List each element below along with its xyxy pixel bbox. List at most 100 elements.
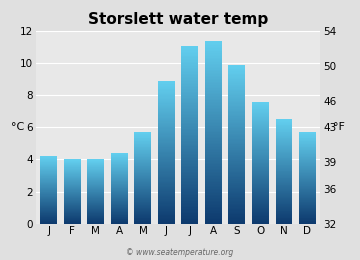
Bar [275,122,292,123]
Bar [229,97,246,98]
Bar [87,205,104,206]
Bar [158,165,175,166]
Bar [229,153,246,155]
Bar [158,150,175,151]
Bar [275,219,292,220]
Bar [135,210,152,211]
Bar [135,215,152,216]
Bar [64,199,81,200]
Bar [205,83,222,85]
Bar [135,189,152,190]
Bar [299,182,316,183]
Bar [252,183,269,184]
Bar [158,82,175,83]
Bar [205,88,222,89]
Bar [299,138,316,139]
Bar [252,187,269,188]
Bar [87,216,104,217]
Bar [158,209,175,211]
Bar [135,141,152,142]
Bar [299,216,316,217]
Bar [252,102,269,103]
Bar [135,182,152,183]
Bar [181,221,198,222]
Bar [229,186,246,188]
Bar [205,41,222,42]
Bar [111,216,128,217]
Bar [181,114,198,115]
Bar [275,141,292,142]
Bar [229,144,246,146]
Bar [252,188,269,189]
Bar [158,172,175,174]
Bar [205,59,222,61]
Bar [229,90,246,91]
Bar [111,193,128,194]
Bar [205,178,222,179]
Bar [135,161,152,162]
Bar [205,196,222,198]
Bar [299,175,316,176]
Bar [111,181,128,182]
Bar [229,113,246,114]
Bar [275,179,292,180]
Bar [135,222,152,223]
Bar [252,121,269,122]
Bar [275,129,292,130]
Bar [87,188,104,189]
Bar [158,215,175,217]
Bar [205,222,222,224]
Bar [64,190,81,191]
Bar [275,195,292,196]
Bar [40,209,57,210]
Bar [158,144,175,145]
Bar [252,126,269,127]
Bar [299,153,316,154]
Bar [181,96,198,98]
Bar [275,177,292,178]
Bar [181,206,198,207]
Bar [275,204,292,205]
Bar [275,186,292,187]
Bar [158,116,175,118]
Bar [252,209,269,210]
Bar [205,134,222,135]
Bar [158,147,175,149]
Bar [87,184,104,185]
Text: © www.seatemperature.org: © www.seatemperature.org [126,248,234,257]
Bar [181,53,198,55]
Bar [135,160,152,161]
Bar [181,181,198,182]
Bar [158,205,175,206]
Bar [135,164,152,165]
Bar [252,186,269,187]
Bar [205,46,222,47]
Bar [205,199,222,201]
Bar [299,212,316,213]
Bar [299,145,316,146]
Bar [87,204,104,205]
Bar [40,175,57,176]
Bar [87,213,104,214]
Bar [229,217,246,218]
Bar [252,220,269,222]
Bar [229,143,246,144]
Bar [275,162,292,163]
Bar [205,143,222,144]
Bar [181,190,198,191]
Bar [205,73,222,74]
Bar [229,103,246,105]
Bar [252,198,269,199]
Bar [229,180,246,181]
Bar [205,129,222,131]
Bar [275,185,292,186]
Bar [158,178,175,180]
Bar [275,120,292,121]
Bar [205,163,222,164]
Bar [299,192,316,193]
Bar [275,134,292,135]
Bar [158,121,175,122]
Bar [135,221,152,222]
Bar [205,137,222,138]
Bar [40,206,57,207]
